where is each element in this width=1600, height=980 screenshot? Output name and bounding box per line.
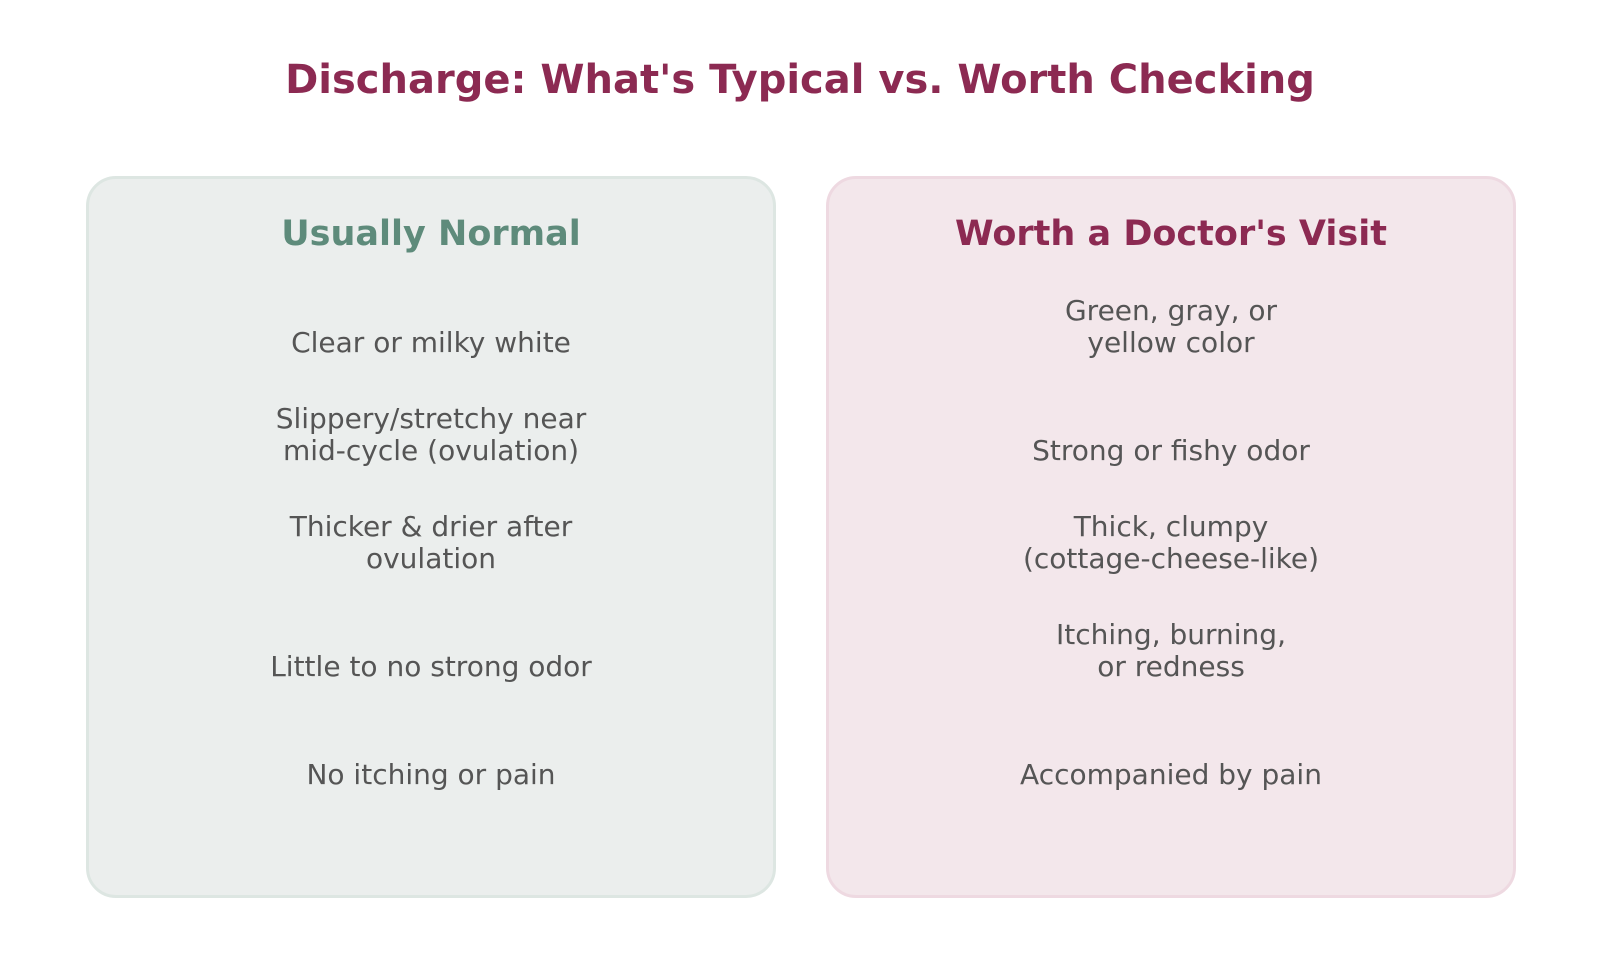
normal-item-little-odor: Little to no strong odor [270, 650, 592, 683]
normal-item-clear-milky: Clear or milky white [291, 326, 571, 359]
normal-item-no-itching: No itching or pain [306, 758, 556, 791]
doctor-visit-panel: Worth a Doctor's Visit Green, gray, or y… [826, 176, 1516, 898]
visit-item-odor: Strong or fishy odor [1032, 434, 1310, 467]
doctor-visit-heading: Worth a Doctor's Visit [955, 214, 1387, 254]
page-title: Discharge: What's Typical vs. Worth Chec… [285, 57, 1315, 103]
normal-item-thicker-drier: Thicker & drier after ovulation [289, 510, 573, 575]
usually-normal-heading: Usually Normal [281, 214, 581, 254]
visit-item-color: Green, gray, or yellow color [1064, 294, 1278, 359]
visit-item-itching: Itching, burning, or redness [1056, 618, 1286, 683]
visit-item-pain: Accompanied by pain [1020, 758, 1322, 791]
usually-normal-panel: Usually Normal Clear or milky white Slip… [86, 176, 776, 898]
visit-item-clumpy: Thick, clumpy (cottage-cheese-like) [1022, 510, 1320, 575]
normal-item-slippery-stretchy: Slippery/stretchy near mid-cycle (ovulat… [275, 402, 587, 467]
